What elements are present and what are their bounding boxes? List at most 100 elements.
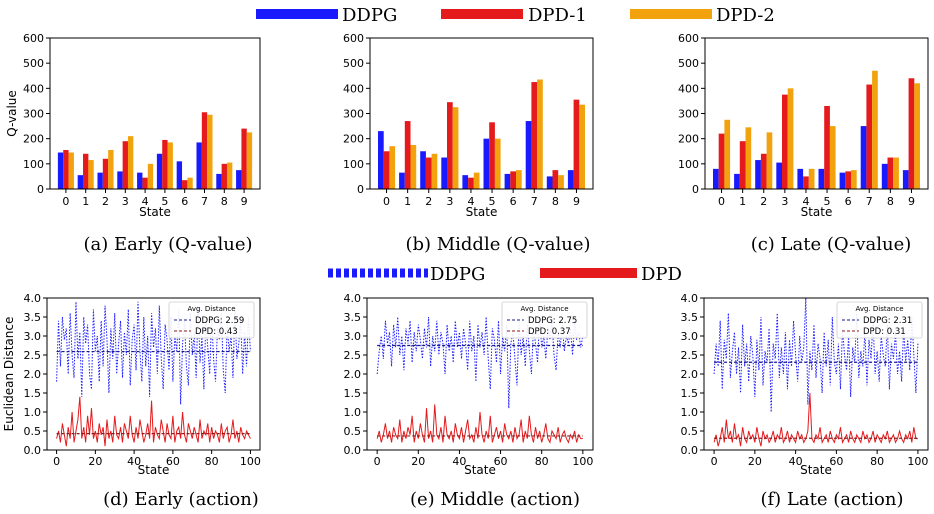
bar-ddpg (399, 172, 405, 189)
x-tick-label: 3 (781, 195, 788, 208)
x-tick-label: 4 (142, 195, 149, 208)
bar-dpd-2 (431, 153, 438, 189)
inset-entry-ddpg: DDPG: 2.31 (863, 316, 912, 326)
bar-ddpg (797, 168, 804, 189)
bar-ddpg (504, 173, 511, 189)
x-tick-label: 4 (802, 195, 809, 208)
y-tick-label: 100 (343, 158, 364, 171)
x-tick-label: 9 (908, 195, 915, 208)
x-tick-label: 9 (241, 195, 248, 208)
x-tick-label: 6 (845, 195, 852, 208)
bar-dpd-2 (389, 146, 396, 189)
axes-frame (366, 297, 594, 451)
bar-ddpg (525, 121, 532, 189)
bar-ddpg (117, 171, 123, 189)
x-tick-label: 80 (535, 455, 549, 468)
y-tick-label: 3.0 (24, 330, 42, 343)
x-tick-label: 100 (572, 455, 593, 468)
bar-dpd-2 (787, 88, 794, 189)
bar-ddpg (176, 161, 183, 189)
x-axis-label: State (138, 463, 170, 477)
series-dpd-line (376, 404, 583, 444)
q-value-late-chart: 0 100 200 300 400 500 600 0 1 2 3 4 5 6 7 8 9 State (678, 32, 929, 219)
bar-dpd-2 (829, 126, 836, 189)
x-tick-label: 8 (221, 195, 228, 208)
x-tick-label: 20 (748, 455, 762, 468)
y-tick-label: 3.5 (681, 311, 699, 324)
bar-dpd-2 (893, 157, 899, 189)
y-tick-label: 3.0 (681, 330, 699, 343)
bar-ddpg (57, 152, 64, 189)
legend-swatch-dpd2 (630, 9, 712, 19)
y-tick-label: 0 (37, 183, 44, 196)
bar-dpd-2 (167, 142, 173, 189)
action-middle-chart: 0.0 0.5 1.0 1.5 2.0 2.5 3.0 3.5 4.0 0 20 40 60 80 100 A… (344, 292, 594, 477)
bar-dpd-1 (162, 139, 168, 189)
x-tick-label: 0 (711, 455, 718, 468)
y-tick-label: 500 (23, 57, 44, 70)
y-tick-label: 1.5 (24, 387, 42, 400)
bar-dpd-2 (226, 162, 233, 189)
x-tick-label: 0 (383, 195, 390, 208)
y-tick-label: 0.5 (681, 425, 699, 438)
y-tick-label: 0.0 (681, 444, 699, 457)
x-tick-label: 60 (829, 455, 843, 468)
x-tick-label: 100 (907, 455, 928, 468)
x-tick-label: 4 (467, 195, 474, 208)
y-tick-label: 500 (678, 57, 699, 70)
bar-dpd-1 (739, 141, 746, 189)
bar-ddpg (713, 168, 719, 189)
bar-dpd-1 (122, 141, 128, 189)
bar-ddpg (734, 173, 740, 189)
y-tick-label: 400 (678, 82, 699, 95)
y-tick-label: 0.0 (24, 444, 42, 457)
bar-dpd-1 (241, 128, 247, 189)
bar-dpd-1 (866, 84, 873, 189)
x-axis-label: State (466, 205, 498, 219)
bar-dpd-2 (68, 152, 74, 189)
bar-ddpg (462, 175, 469, 189)
top-legend: DDPG DPD-1 DPD-2 (256, 5, 775, 26)
y-tick-label: 3.5 (344, 311, 362, 324)
y-tick-label: 1.0 (681, 406, 699, 419)
x-tick-label: 40 (452, 455, 466, 468)
series-dpd-line (713, 392, 918, 447)
bar-ddpg (196, 142, 202, 189)
legend-label-dpd2: DPD-2 (716, 5, 775, 26)
inset-entry-dpd: DPD: 0.31 (863, 327, 906, 337)
inset-legend-title: Avg. Distance (187, 305, 235, 313)
y-tick-label: 300 (343, 108, 364, 121)
y-tick-label: 200 (23, 133, 44, 146)
x-tick-label: 0 (718, 195, 725, 208)
bar-dpd-1 (102, 158, 109, 189)
bar-dpd-2 (410, 144, 417, 189)
x-tick-label: 3 (446, 195, 453, 208)
bar-dpd-1 (573, 99, 580, 189)
x-tick-label: 8 (552, 195, 559, 208)
bar-ddpg (755, 160, 761, 189)
bar-dpd-2 (187, 177, 193, 189)
x-tick-label: 20 (411, 455, 425, 468)
x-tick-label: 60 (166, 455, 180, 468)
bar-ddpg (441, 157, 448, 189)
bar-dpd-2 (579, 104, 585, 189)
bar-dpd-2 (850, 170, 857, 189)
x-tick-label: 20 (88, 455, 102, 468)
bar-ddpg (902, 170, 909, 189)
inset-entry-dpd: DPD: 0.37 (528, 327, 571, 337)
x-tick-label: 0 (53, 455, 60, 468)
bar-dpd-2 (452, 107, 459, 189)
y-tick-label: 4.0 (681, 292, 699, 305)
inset-entry-ddpg: DDPG: 2.59 (195, 316, 244, 326)
axes-frame (369, 37, 594, 190)
y-tick-label: 100 (23, 158, 44, 171)
legend-label-ddpg-action: DDPG (430, 264, 485, 285)
y-tick-label: 200 (343, 133, 364, 146)
x-tick-label: 0 (374, 455, 381, 468)
x-tick-label: 40 (127, 455, 141, 468)
bar-dpd-2 (537, 79, 543, 189)
bar-dpd-1 (552, 170, 559, 189)
bar-dpd-2 (724, 119, 731, 189)
